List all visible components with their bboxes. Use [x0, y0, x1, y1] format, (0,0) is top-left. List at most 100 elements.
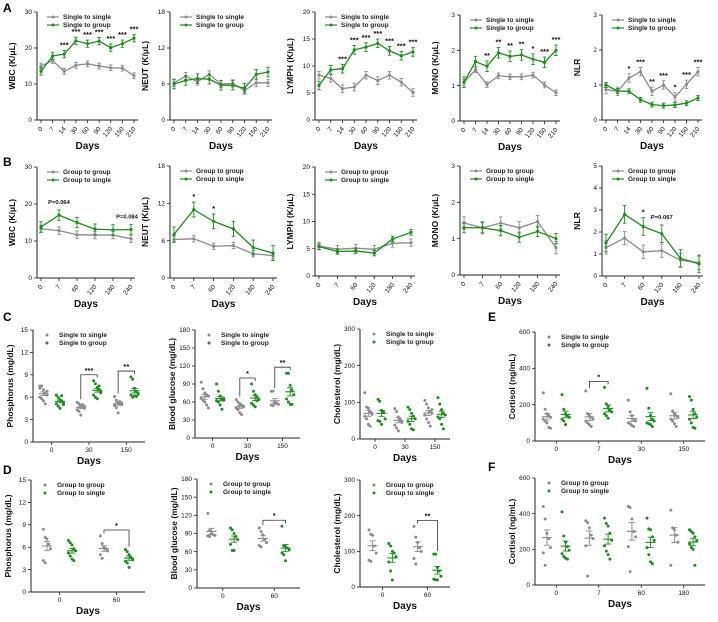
significance-annotation: ***: [95, 28, 104, 37]
x-tick-label: 60: [71, 283, 81, 293]
y-tick-label: 12: [21, 350, 29, 357]
data-point: [97, 384, 101, 388]
data-point: [62, 52, 66, 56]
data-point: [74, 63, 78, 67]
y-tick-label: 5: [306, 90, 310, 97]
data-point: [396, 429, 400, 433]
y-tick-label: 6: [161, 81, 165, 88]
data-point: [691, 407, 695, 411]
legend-label: Group to single: [386, 490, 434, 497]
y-tick-label: 18: [158, 9, 166, 16]
data-point: [92, 393, 96, 397]
data-point: [543, 407, 547, 411]
x-tick-label: 60: [638, 590, 646, 597]
y-tick-label: 90: [185, 531, 193, 538]
legend-dot-marker: [372, 483, 376, 487]
data-point: [425, 402, 429, 406]
x-tick-label: 0: [37, 125, 45, 133]
data-point: [623, 236, 627, 240]
data-point: [674, 424, 678, 428]
legend-dot-marker: [474, 18, 478, 22]
data-point: [671, 409, 675, 413]
panel-label-d: D: [3, 463, 12, 477]
y-tick-label: 0: [306, 273, 310, 280]
y-axis-label: NEUT (K/μL): [140, 197, 150, 247]
legend-label: Single to single: [386, 331, 434, 338]
data-point: [696, 96, 700, 100]
legend-dot-marker: [616, 26, 620, 30]
x-tick-label: 7: [478, 280, 486, 288]
y-tick-label: 60: [185, 549, 193, 556]
y-tick-label: 0: [28, 275, 32, 282]
legend-label: Group to single: [341, 177, 389, 184]
data-point: [688, 417, 691, 421]
data-point: [410, 411, 414, 415]
data-point: [545, 421, 549, 425]
data-point: [98, 534, 102, 538]
data-point: [286, 400, 290, 404]
data-point: [114, 406, 118, 410]
y-tick-label: 20: [25, 45, 33, 52]
x-tick-label: 240: [122, 284, 135, 297]
y-tick-label: 1: [451, 236, 455, 243]
legend-label: Single to single: [63, 14, 111, 21]
legend-dot-marker: [372, 332, 376, 336]
significance-annotation: ***: [373, 29, 382, 38]
data-point: [39, 225, 43, 229]
data-point: [428, 424, 432, 428]
y-tick-label: 3: [22, 567, 26, 574]
data-point: [218, 403, 222, 407]
data-point: [127, 553, 131, 557]
y-tick-label: 30: [185, 567, 193, 574]
y-tick-label: 0: [186, 435, 190, 442]
y-tick-label: 6: [22, 544, 26, 551]
legend-label: Group to single: [223, 489, 271, 496]
x-tick-label: 30: [634, 125, 644, 135]
data-point: [271, 389, 275, 393]
data-point: [66, 538, 70, 542]
data-point: [113, 394, 117, 398]
x-tick-label: 0: [554, 590, 558, 597]
data-point: [335, 249, 339, 254]
y-tick-label: 0: [306, 117, 310, 124]
x-tick-label: 30: [203, 125, 213, 135]
y-tick-label: 30: [25, 9, 33, 16]
x-tick-label: 120: [236, 126, 249, 139]
data-point: [615, 89, 620, 93]
data-point: [673, 103, 677, 107]
data-point: [207, 77, 211, 81]
x-tick-label: 60: [424, 592, 432, 599]
data-point: [114, 398, 118, 402]
data-point: [584, 389, 588, 393]
legend-label: Single to group: [628, 25, 676, 32]
data-point: [627, 76, 631, 80]
legend-label: Single to group: [561, 342, 609, 349]
legend-dot-marker: [209, 490, 213, 494]
y-tick-label: 3: [593, 12, 597, 19]
y-tick-label: 1: [593, 251, 597, 258]
legend-label: Group to group: [57, 482, 105, 489]
y-tick-label: 90: [183, 381, 191, 388]
data-point: [329, 76, 333, 81]
data-point: [56, 395, 60, 399]
data-point: [408, 422, 412, 426]
significance-annotation: **: [484, 51, 490, 60]
legend-dot-marker: [184, 23, 188, 27]
data-point: [374, 551, 378, 555]
data-point: [440, 422, 444, 426]
significance-annotation: ***: [540, 47, 549, 56]
data-point: [434, 552, 438, 556]
data-point: [79, 413, 83, 417]
x-tick-label: 30: [638, 446, 646, 453]
data-point: [688, 394, 691, 398]
data-point: [414, 562, 418, 566]
legend-label: Single to group: [63, 22, 111, 29]
legend-label: Single to group: [486, 25, 534, 32]
data-point: [693, 563, 697, 567]
data-point: [111, 228, 115, 232]
data-point: [387, 541, 391, 545]
data-point: [251, 245, 255, 250]
data-point: [317, 244, 321, 249]
